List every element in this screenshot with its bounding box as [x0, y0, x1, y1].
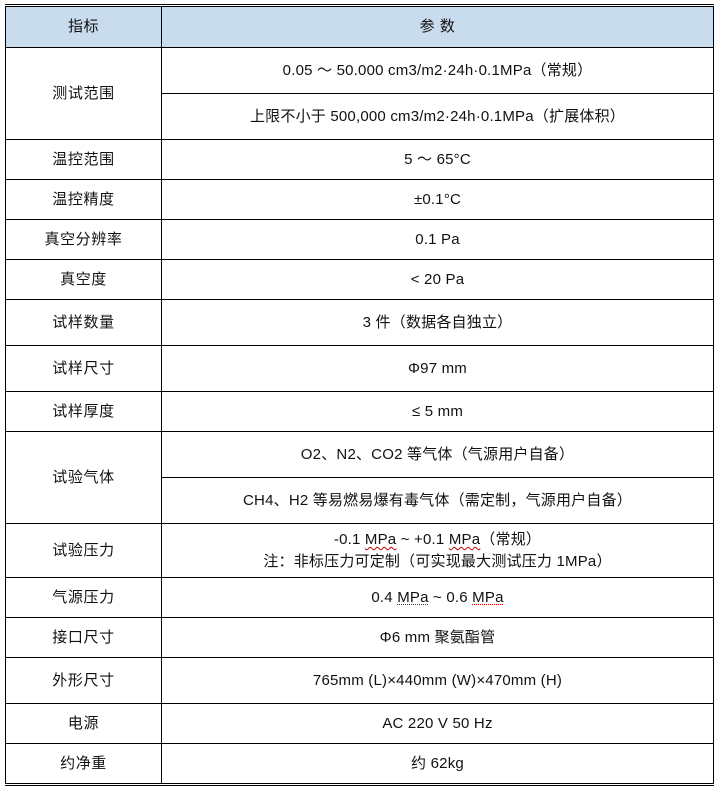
gas-pressure-unit-2: MPa: [472, 588, 504, 606]
table-header-row: 指标 参 数: [5, 5, 714, 48]
row-value-specimen-quantity: 3 件（数据各自独立）: [161, 299, 714, 346]
row-label-test-range: 测试范围: [5, 47, 162, 140]
table-row: 试样厚度 ≤ 5 mm: [5, 391, 714, 432]
pressure-min-value: -0.1: [333, 530, 365, 548]
row-value-power-supply: AC 220 V 50 Hz: [161, 703, 714, 744]
row-label-gas-supply-pressure: 气源压力: [5, 577, 162, 618]
row-label-temperature-accuracy: 温控精度: [5, 179, 162, 220]
table-row: 气源压力 0.4 MPa ~ 0.6 MPa: [5, 577, 714, 618]
test-pressure-line-2: 注：非标压力可定制（可实现最大测试压力 1MPa）: [263, 552, 612, 570]
gas-pressure-min: 0.4: [371, 588, 398, 606]
gas-pressure-unit-1: MPa: [397, 588, 429, 606]
table-row: 外形尺寸 765mm (L)×440mm (W)×470mm (H): [5, 657, 714, 704]
table-row: 真空分辨率 0.1 Pa: [5, 219, 714, 260]
row-value-overall-dimensions: 765mm (L)×440mm (W)×470mm (H): [161, 657, 714, 704]
row-value-test-gas-common: O2、N2、CO2 等气体（气源用户自备）: [161, 431, 714, 478]
table-row: 温控精度 ±0.1°C: [5, 179, 714, 220]
row-label-specimen-size: 试样尺寸: [5, 345, 162, 392]
row-value-gas-supply-pressure: 0.4 MPa ~ 0.6 MPa: [161, 577, 714, 618]
table-row: 上限不小于 500,000 cm3/m2·24h·0.1MPa（扩展体积）: [6, 93, 714, 140]
row-label-temperature-range: 温控范围: [5, 139, 162, 180]
pressure-unit-1: MPa: [364, 530, 397, 548]
row-label-power-supply: 电源: [5, 703, 162, 744]
row-label-overall-dimensions: 外形尺寸: [5, 657, 162, 704]
row-value-specimen-thickness: ≤ 5 mm: [161, 391, 714, 432]
row-value-interface-size: Φ6 mm 聚氨酯管: [161, 617, 714, 658]
specification-table: 指标 参 数 测试范围 0.05 ～ 50.000 cm3/m2·24h·0.1…: [5, 4, 714, 786]
row-label-specimen-quantity: 试样数量: [5, 299, 162, 346]
row-label-interface-size: 接口尺寸: [5, 617, 162, 658]
column-header-parameter: 参 数: [161, 5, 714, 48]
table-row: 约净重 约 62kg: [5, 743, 714, 785]
table-row: 试验压力 -0.1 MPa ~ +0.1 MPa（常规） 注：非标压力可定制（可…: [5, 523, 714, 578]
row-value-test-range-extended: 上限不小于 500,000 cm3/m2·24h·0.1MPa（扩展体积）: [161, 93, 714, 140]
pressure-note-standard: （常规）: [480, 530, 542, 548]
row-value-net-weight: 约 62kg: [161, 743, 714, 785]
row-value-test-pressure: -0.1 MPa ~ +0.1 MPa（常规） 注：非标压力可定制（可实现最大测…: [161, 523, 714, 578]
table-row: 真空度 < 20 Pa: [5, 259, 714, 300]
table-row: 温控范围 5 ～ 65°C: [5, 139, 714, 180]
test-pressure-line-1: -0.1 MPa ~ +0.1 MPa（常规）: [334, 531, 541, 548]
table-row: 电源 AC 220 V 50 Hz: [5, 703, 714, 744]
table-row: 接口尺寸 Φ6 mm 聚氨酯管: [5, 617, 714, 658]
row-label-test-pressure: 试验压力: [5, 523, 162, 578]
table-header: 指标 参 数: [5, 5, 714, 48]
row-label-specimen-thickness: 试样厚度: [5, 391, 162, 432]
table-row: 测试范围 0.05 ～ 50.000 cm3/m2·24h·0.1MPa（常规）: [5, 47, 714, 140]
column-header-indicator: 指标: [5, 5, 162, 48]
row-value-specimen-size: Φ97 mm: [161, 345, 714, 392]
row-value-temperature-accuracy: ±0.1°C: [161, 179, 714, 220]
pressure-range-separator: ~ +0.1: [396, 530, 449, 548]
pressure-unit-2: MPa: [448, 530, 481, 548]
row-label-test-gas: 试验气体: [5, 431, 162, 524]
row-label-net-weight: 约净重: [5, 743, 162, 785]
row-value-test-gas-hazardous: CH4、H2 等易燃易爆有毒气体（需定制，气源用户自备）: [161, 477, 714, 524]
specification-table-container: 指标 参 数 测试范围 0.05 ～ 50.000 cm3/m2·24h·0.1…: [0, 4, 718, 786]
row-value-test-range-standard: 0.05 ～ 50.000 cm3/m2·24h·0.1MPa（常规）: [161, 47, 714, 94]
row-value-vacuum-degree: < 20 Pa: [161, 259, 714, 300]
row-value-vacuum-resolution: 0.1 Pa: [161, 219, 714, 260]
table-row: CH4、H2 等易燃易爆有毒气体（需定制，气源用户自备）: [6, 477, 714, 524]
gas-pressure-separator: ~ 0.6: [428, 588, 473, 606]
table-row: 试验气体 O2、N2、CO2 等气体（气源用户自备）: [5, 431, 714, 524]
table-body: 测试范围 0.05 ～ 50.000 cm3/m2·24h·0.1MPa（常规）…: [5, 47, 714, 785]
row-label-vacuum-degree: 真空度: [5, 259, 162, 300]
table-row: 试样尺寸 Φ97 mm: [5, 345, 714, 392]
table-row: 试样数量 3 件（数据各自独立）: [5, 299, 714, 346]
row-label-vacuum-resolution: 真空分辨率: [5, 219, 162, 260]
row-value-temperature-range: 5 ～ 65°C: [161, 139, 714, 180]
